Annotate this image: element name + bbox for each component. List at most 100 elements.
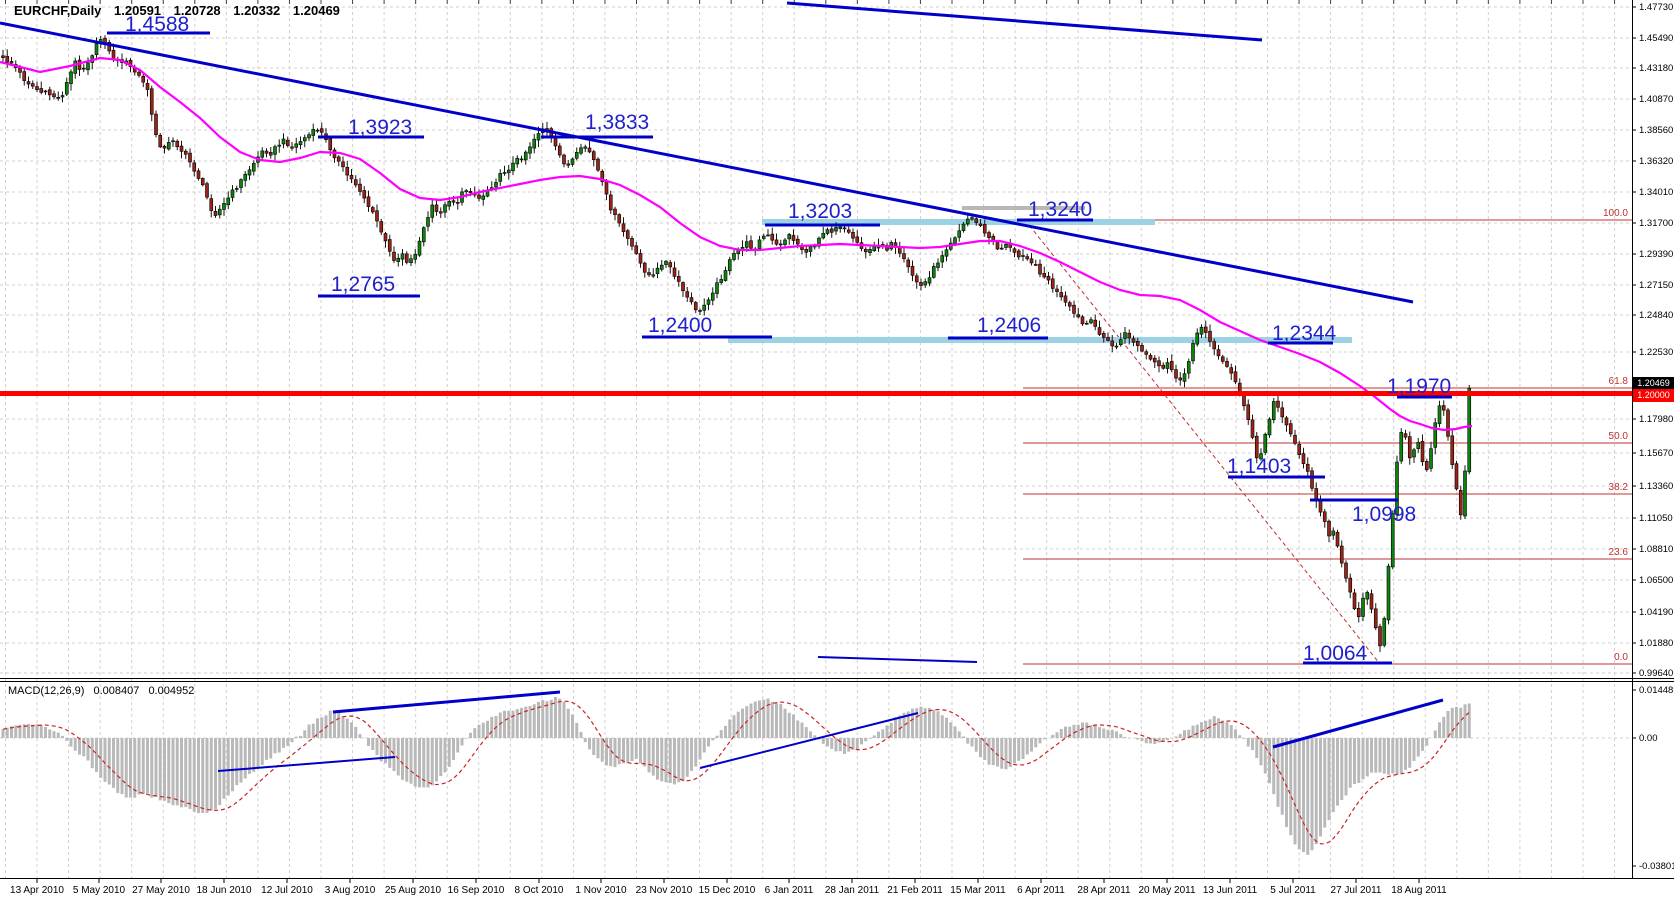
candlesticks: [1, 35, 1472, 653]
resistance-zone-1.32[interactable]: [762, 219, 1155, 225]
downtrend-upper: [786, 1, 1263, 42]
fib-label-61.8: 61.8: [1609, 376, 1629, 387]
price-annotation-1,1970[interactable]: 1,1970: [1387, 375, 1452, 399]
trendline-low: [817, 656, 978, 663]
macd-axis-label: 0.00: [1639, 733, 1658, 744]
price-axis-label: 1.34010: [1639, 187, 1673, 198]
macd-trend-2: [217, 756, 396, 772]
price-axis-label: 1.13360: [1639, 481, 1673, 492]
price-axis[interactable]: 1.47730 1.45490 1.43180 1.40870 1.38560 1.363…: [1632, 2, 1674, 872]
grid: [0, 0, 1632, 878]
price-axis-label: 1.06500: [1639, 575, 1673, 586]
price-annotation-1,3240[interactable]: 1,3240: [1017, 198, 1093, 222]
price-annotation-1,3833[interactable]: 1,3833: [541, 111, 653, 139]
macd-axis-label: -0.03801: [1639, 861, 1674, 872]
date-label: 15 Dec 2010: [699, 885, 756, 896]
date-label: 23 Nov 2010: [636, 885, 693, 896]
moving-average-line[interactable]: [0, 56, 1473, 432]
price-annotations[interactable]: 1,4588 1,3923 1,3833 1,3203 1,3240 1,2765 1,24…: [107, 13, 1452, 665]
macd-signal-value: 0.004952: [148, 685, 195, 697]
date-label: 8 Oct 2010: [515, 885, 564, 896]
date-label: 15 Mar 2011: [950, 885, 1006, 896]
svg-text:1,2400: 1,2400: [648, 314, 712, 337]
svg-text:1,3203: 1,3203: [788, 200, 852, 223]
price-annotation-1,4588[interactable]: 1,4588: [107, 13, 210, 36]
macd-axis-label: 0.014489: [1639, 685, 1674, 696]
ohlc-open: 1.20591: [114, 3, 162, 18]
svg-text:1,0064: 1,0064: [1303, 642, 1368, 665]
svg-text:1,3833: 1,3833: [585, 111, 649, 134]
current-price-badge: 1.20469: [1633, 377, 1674, 390]
price-axis-label: 1.47730: [1639, 2, 1673, 13]
price-axis-label: 0.99640: [1639, 668, 1673, 679]
date-label: 21 Feb 2011: [887, 885, 943, 896]
date-label: 18 Jun 2010: [196, 885, 251, 896]
price-annotation-1,2406[interactable]: 1,2406: [948, 314, 1048, 340]
price-annotation-1,1403[interactable]: 1,1403: [1227, 455, 1325, 479]
svg-text:1,1403: 1,1403: [1227, 455, 1291, 478]
date-label: 13 Apr 2010: [10, 885, 64, 896]
price-axis-label: 1.04190: [1639, 607, 1673, 618]
price-annotation-1,0998[interactable]: 1,0998: [1310, 498, 1416, 526]
price-axis-label: 1.01880: [1639, 638, 1673, 649]
trendlines[interactable]: [0, 1, 1414, 663]
symbol-timeframe-label: EURCHF,Daily: [14, 3, 102, 18]
price-axis-label: 1.40870: [1639, 94, 1673, 105]
date-label: 6 Apr 2011: [1017, 885, 1065, 896]
fibonacci-retracement[interactable]: 100.0 61.8 50.0 38.2 23.6 0.0: [1023, 208, 1632, 665]
svg-text:1,3240: 1,3240: [1028, 198, 1092, 221]
fib-label-100.0: 100.0: [1603, 208, 1628, 219]
price-annotation-1,3203[interactable]: 1,3203: [765, 200, 880, 227]
macd-trend-1: [332, 690, 561, 714]
svg-text:1,0998: 1,0998: [1352, 503, 1416, 526]
price-axis-label: 1.43180: [1639, 63, 1673, 74]
price-axis-label: 1.27150: [1639, 280, 1673, 291]
price-annotation-1,2765[interactable]: 1,2765: [318, 273, 420, 298]
date-label: 6 Jan 2011: [765, 885, 814, 896]
svg-text:1,2344: 1,2344: [1272, 322, 1337, 345]
macd-value: 0.008407: [93, 685, 140, 697]
date-label: 27 May 2010: [132, 885, 190, 896]
support-zone-1.24[interactable]: [728, 337, 1352, 343]
date-label: 12 Jul 2010: [261, 885, 313, 896]
svg-text:1,3923: 1,3923: [348, 116, 412, 139]
date-label: 5 Jul 2011: [1270, 885, 1316, 896]
sr-zones[interactable]: [728, 206, 1352, 343]
price-axis-label: 1.08810: [1639, 544, 1673, 555]
date-label: 1 Nov 2010: [575, 885, 627, 896]
ohlc-low: 1.20332: [233, 3, 281, 18]
price-axis-label: 1.24840: [1639, 310, 1673, 321]
price-axis-label: 1.11050: [1639, 513, 1673, 524]
fib-label-38.2: 38.2: [1609, 482, 1629, 493]
floor-1.20-line[interactable]: [0, 391, 1632, 396]
ohlc-close: 1.20469: [292, 3, 340, 18]
price-annotation-1,0064[interactable]: 1,0064: [1303, 642, 1392, 665]
price-annotation-1,3923[interactable]: 1,3923: [318, 116, 424, 139]
resistance-zone-gray[interactable]: [962, 206, 1085, 210]
date-label: 13 Jun 2011: [1203, 885, 1258, 896]
price-axis-label: 1.15670: [1639, 448, 1673, 459]
time-axis[interactable]: 13 Apr 2010 5 May 2010 27 May 2010 18 Jun 2…: [10, 879, 1447, 896]
price-axis-label: 1.22530: [1639, 347, 1673, 358]
date-label: 28 Apr 2011: [1077, 885, 1131, 896]
svg-text:1,2406: 1,2406: [977, 314, 1041, 337]
panel-frame: [0, 0, 1674, 879]
price-annotation-1,2344[interactable]: 1,2344: [1268, 322, 1337, 345]
chart-title: EURCHF,Daily 1.20591 1.20728 1.20332 1.2…: [14, 3, 349, 18]
date-label: 5 May 2010: [73, 885, 126, 896]
price-axis-label: 1.17980: [1639, 414, 1673, 425]
date-label: 18 Aug 2011: [1391, 885, 1447, 896]
macd-trendlines[interactable]: [217, 690, 1444, 772]
floor-line-price-badge: 1.20000: [1633, 389, 1674, 402]
date-label: 16 Sep 2010: [448, 885, 505, 896]
macd-name: MACD(12,26,9): [8, 685, 85, 697]
macd-indicator-label: MACD(12,26,9) 0.008407 0.004952: [8, 685, 200, 697]
date-label: 3 Aug 2010: [325, 885, 376, 896]
macd-signal-line: [2, 700, 1470, 845]
price-axis-label: 1.38560: [1639, 125, 1673, 136]
macd-trend-4: [1272, 698, 1444, 749]
price-annotation-1,2400[interactable]: 1,2400: [642, 314, 772, 339]
ohlc-high: 1.20728: [173, 3, 221, 18]
